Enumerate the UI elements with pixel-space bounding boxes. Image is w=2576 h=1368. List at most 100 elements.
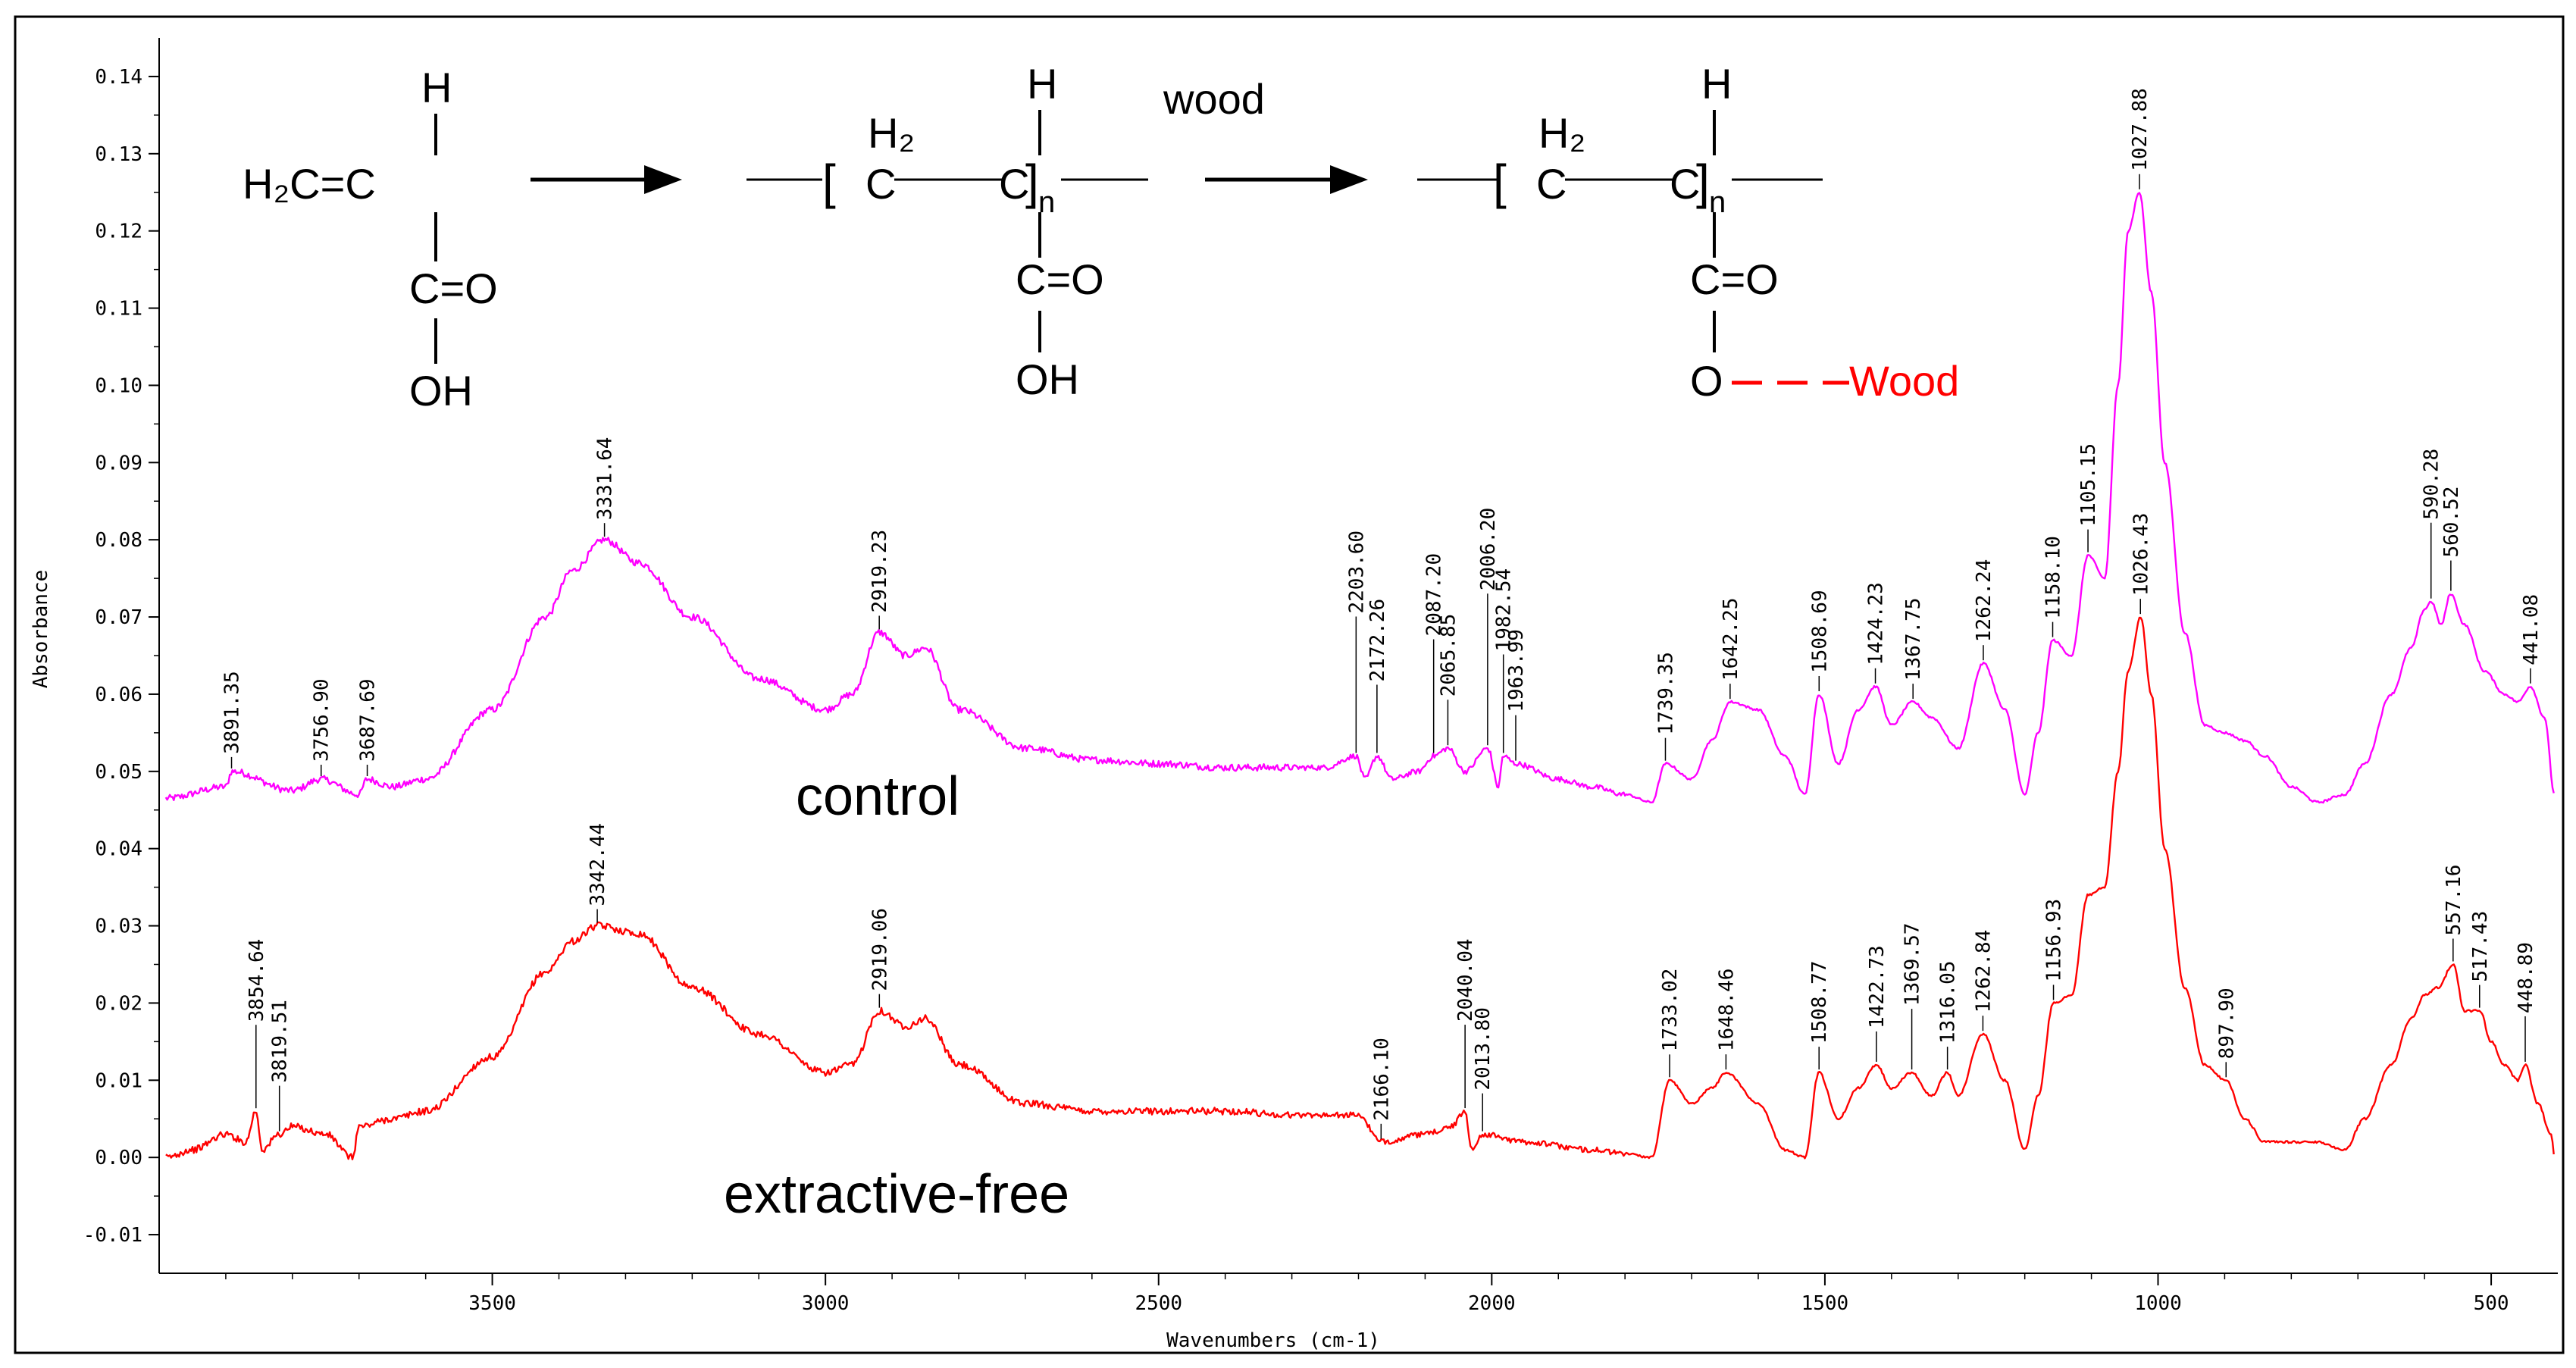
polymer-c1: C	[865, 160, 896, 208]
extractive-free-series-line	[165, 616, 2555, 1160]
control-peak-label: 1963.99	[1505, 629, 1528, 712]
control-peak-label: 2087.20	[1423, 553, 1446, 637]
arrow-head	[644, 165, 682, 194]
control-peak-label: 1982.54	[1493, 568, 1516, 652]
control-peak-label: 3891.35	[221, 671, 244, 754]
extractive-free-peak-label: 1648.46	[1715, 969, 1738, 1052]
extractive-free-peak-label: 448.89	[2515, 942, 2537, 1013]
y-tick-label: 0.10	[95, 374, 142, 397]
control-peak-label: 1508.69	[1808, 590, 1831, 673]
control-label: control	[796, 766, 959, 827]
x-tick-label: 500	[2474, 1292, 2509, 1315]
product-h: H	[1701, 60, 1732, 108]
y-tick-label: 0.04	[95, 838, 142, 861]
extractive-free-peak-label: 897.90	[2215, 988, 2238, 1059]
product-h2: H₂	[1538, 109, 1585, 157]
extractive-free-peak-label: 1316.05	[1937, 961, 1960, 1044]
polymer-carbonyl: C=O	[1016, 255, 1104, 303]
y-tick-label: 0.02	[95, 992, 142, 1015]
y-tick-label: 0.11	[95, 298, 142, 321]
bracket: [	[822, 155, 836, 209]
bracket: [	[1493, 155, 1507, 209]
extractive-free-peak-label: 2166.10	[1370, 1038, 1393, 1121]
extractive-free-peak-label: 1733.02	[1659, 969, 1682, 1052]
monomer-h: H	[421, 64, 452, 111]
control-peak-label: 2172.26	[1366, 599, 1389, 682]
peak-labels: 3891.35 3756.90 3687.69 3331.64 2919.23 2203.…	[221, 88, 2543, 1139]
extractive-free-peak-label: 557.16	[2443, 865, 2465, 936]
polymer-c2: C	[999, 160, 1029, 208]
x-tick-label: 1000	[2134, 1292, 2182, 1315]
x-axis-label: Wavenumbers (cm-1)	[1166, 1329, 1380, 1352]
extractive-free-peak-label: 3342.44	[587, 823, 609, 906]
control-peak-label: 1262.24	[1973, 559, 1995, 643]
control-peak-label: 3331.64	[594, 437, 617, 521]
y-tick-label: 0.13	[95, 143, 142, 166]
control-peak-label: 3687.69	[357, 678, 380, 762]
outer-frame	[14, 15, 2565, 1354]
control-peak-label: 1367.75	[1902, 598, 1925, 681]
y-tick-label: 0.12	[95, 221, 142, 243]
extractive-free-peak-label: 1422.73	[1866, 945, 1889, 1028]
control-peak-label: 1739.35	[1654, 652, 1677, 735]
product-wood: Wood	[1849, 357, 1959, 405]
extractive-free-peak-label: 1508.77	[1808, 961, 1831, 1044]
axes: -0.01 0.00 0.01 0.02 0.03 0.04 0.05 0.06 0.07 0.0…	[83, 38, 2558, 1315]
series-layer	[164, 192, 2555, 1160]
y-tick-label: 0.03	[95, 916, 142, 938]
y-tick-label: 0.14	[95, 66, 142, 89]
control-peak-label: 2203.60	[1345, 531, 1368, 614]
polymer-h: H	[1027, 60, 1057, 108]
control-peak-label: 441.08	[2520, 594, 2543, 665]
control-peak-label: 560.52	[2440, 487, 2463, 558]
extractive-free-peak-label: 2919.06	[869, 908, 891, 991]
extractive-free-peak-label: 1369.57	[1901, 923, 1924, 1006]
control-series-line	[164, 192, 2555, 804]
control-peak-label: 3756.90	[311, 678, 333, 762]
bracket: ]	[1025, 155, 1039, 209]
control-peak-label: 1105.15	[2077, 443, 2100, 527]
y-tick-label: 0.06	[95, 684, 142, 706]
y-tick-label: 0.09	[95, 452, 142, 474]
control-peak-label: 1424.23	[1865, 582, 1888, 665]
extractive-free-peak-label: 3819.51	[269, 1000, 292, 1083]
x-tick-label: 3000	[802, 1292, 850, 1315]
y-tick-label: 0.01	[95, 1069, 142, 1092]
control-peak-label: 2919.23	[869, 530, 891, 613]
control-peak-label: 590.28	[2421, 449, 2443, 520]
extractive-free-peak-label: 2040.04	[1454, 938, 1477, 1022]
control-peak-label: 2006.20	[1477, 508, 1500, 591]
y-tick-label: 0.05	[95, 761, 142, 784]
y-axis-label: Absorbance	[30, 570, 52, 689]
product-n: n	[1709, 186, 1726, 219]
extractive-free-peak-label: 1026.43	[2130, 513, 2152, 596]
reaction-scheme: H H₂C=C C=O OH [ C H₂ C ] n H C=O OH woo…	[243, 60, 1959, 415]
control-peak-label: 1158.10	[2042, 536, 2065, 619]
x-tick-label: 3500	[468, 1292, 516, 1315]
polymer-n: n	[1038, 186, 1055, 219]
monomer-vinyl: H₂C=C	[243, 160, 376, 208]
arrow-head	[1330, 165, 1368, 194]
extractive-free-peak-label: 2013.80	[1472, 1007, 1495, 1091]
extractive-free-label: extractive-free	[724, 1164, 1069, 1225]
monomer-carbonyl: C=O	[409, 265, 498, 312]
y-tick-label: -0.01	[83, 1224, 142, 1247]
product-ester-o: O	[1690, 357, 1723, 405]
y-tick-label: 0.00	[95, 1147, 142, 1169]
control-peak-label: 1642.25	[1720, 598, 1742, 681]
product-carbonyl: C=O	[1690, 255, 1779, 303]
extractive-free-peak-label: 1262.84	[1972, 930, 1995, 1013]
product-c1: C	[1536, 160, 1567, 208]
extractive-free-peak-label: 1156.93	[2043, 899, 2066, 982]
polymer-hydroxyl: OH	[1016, 355, 1079, 403]
control-peak-label: 2065.85	[1437, 614, 1460, 697]
y-tick-label: 0.07	[95, 606, 142, 629]
x-tick-label: 2500	[1135, 1292, 1182, 1315]
polymer-h2: H₂	[868, 109, 915, 157]
monomer-hydroxyl: OH	[409, 367, 473, 415]
extractive-free-peak-label: 3854.64	[246, 939, 268, 1022]
y-tick-label: 0.08	[95, 529, 142, 552]
x-tick-label: 1500	[1801, 1292, 1849, 1315]
